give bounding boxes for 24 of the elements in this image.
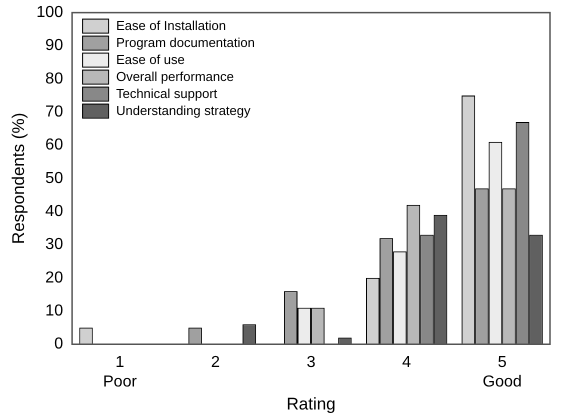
y-tick-label: 0 (54, 336, 64, 353)
x-tick-label: 3 (306, 354, 316, 372)
y-tick-label: 50 (45, 170, 64, 187)
y-tick-label: 100 (36, 4, 64, 22)
y-tick-label: 80 (45, 70, 64, 88)
y-tick-label: 20 (45, 269, 64, 286)
legend-label: Program documentation (116, 35, 255, 50)
y-tick-label: 40 (45, 202, 64, 220)
x-tick-label: 4 (402, 354, 412, 372)
x-tick-label: 1 Poor (102, 354, 138, 390)
legend-label: Technical support (116, 86, 218, 102)
x-tick-label: 5 Good (482, 354, 522, 390)
y-tick-label: 10 (45, 302, 64, 320)
x-axis-title: Rating (286, 394, 336, 414)
legend-label: Ease of use (116, 52, 185, 68)
y-tick-label: 90 (45, 37, 64, 54)
y-tick-label: 30 (45, 236, 64, 254)
legend-label: Overall performance (116, 69, 234, 84)
y-tick-label: 70 (45, 103, 64, 120)
x-tick-label: 2 (211, 354, 220, 372)
legend-label: Understanding strategy (116, 103, 252, 118)
legend-label: Ease of Installation (116, 18, 226, 34)
y-axis-title: Respondents (%) (8, 112, 28, 244)
y-tick-label: 60 (45, 136, 64, 154)
